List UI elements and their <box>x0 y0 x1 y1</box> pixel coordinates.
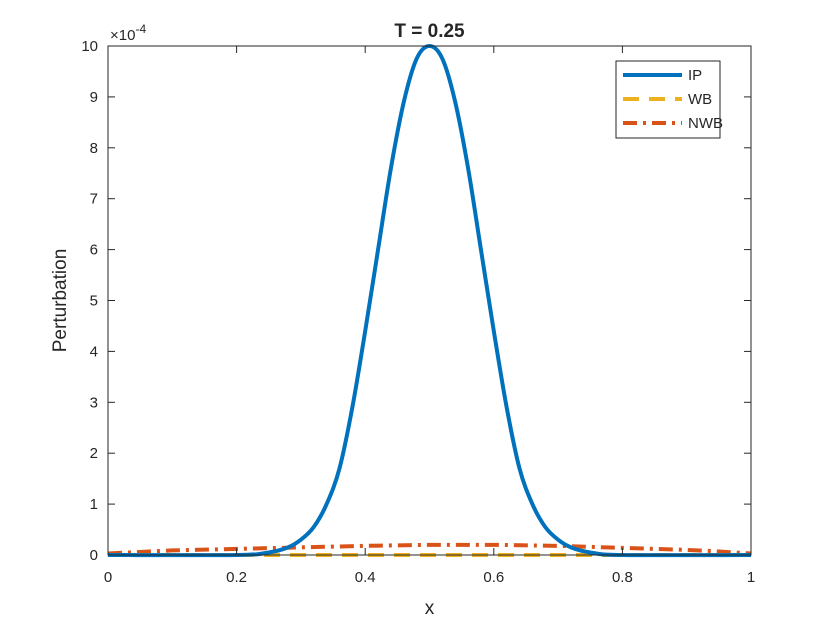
y-exponent-base: ×10 <box>110 27 135 44</box>
legend-label-wb: WB <box>688 91 712 108</box>
chart-title: T = 0.25 <box>394 21 465 42</box>
y-exponent-label: ×10-4 <box>110 22 146 44</box>
x-tick-label: 0 <box>104 569 112 586</box>
legend-label-ip: IP <box>688 67 702 84</box>
legend-label-nwb: NWB <box>688 115 723 132</box>
y-axis-label: Perturbation <box>50 249 71 353</box>
y-tick-label: 8 <box>90 140 98 157</box>
x-tick-label: 1 <box>747 569 755 586</box>
y-tick-label: 2 <box>90 445 98 462</box>
x-tick-label: 0.8 <box>612 569 633 586</box>
x-axis-label: x <box>425 598 435 619</box>
y-tick-label: 9 <box>90 89 98 106</box>
y-tick-label: 7 <box>90 191 98 208</box>
y-tick-label: 5 <box>90 293 98 310</box>
x-tick-label: 0.4 <box>355 569 376 586</box>
legend[interactable]: IP WB NWB <box>615 60 723 139</box>
y-tick-label: 10 <box>81 38 98 55</box>
y-tick-label: 0 <box>90 547 98 564</box>
x-tick-label: 0.2 <box>226 569 247 586</box>
y-tick-label: 4 <box>90 343 98 360</box>
y-exponent-power: -4 <box>135 22 146 36</box>
x-tick-label: 0.6 <box>483 569 504 586</box>
y-tick-label: 6 <box>90 242 98 259</box>
y-tick-label: 1 <box>90 496 98 513</box>
series-line-nwb <box>107 542 752 556</box>
y-tick-label: 3 <box>90 394 98 411</box>
